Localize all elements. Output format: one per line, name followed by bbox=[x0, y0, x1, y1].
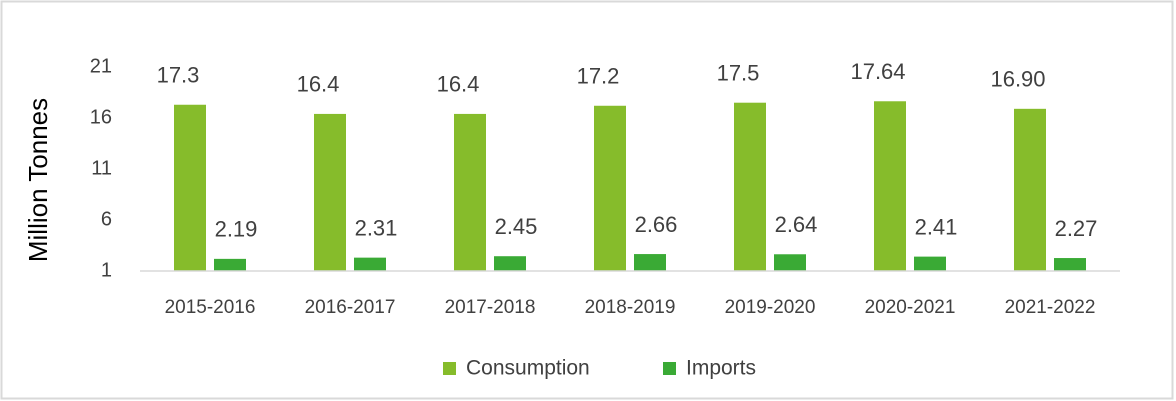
bar bbox=[874, 101, 906, 271]
data-label: 17.5 bbox=[717, 61, 760, 86]
data-label: 16.90 bbox=[990, 67, 1045, 92]
data-label: 2.41 bbox=[915, 214, 958, 239]
bar bbox=[354, 257, 386, 271]
data-label: 2.31 bbox=[355, 215, 398, 240]
bar bbox=[454, 113, 486, 271]
bar bbox=[1054, 258, 1086, 271]
bar bbox=[494, 256, 526, 271]
y-tick-label: 6 bbox=[101, 208, 112, 230]
x-tick-label: 2019-2020 bbox=[725, 297, 816, 318]
x-tick-label: 2020-2021 bbox=[865, 297, 956, 318]
data-label: 17.64 bbox=[850, 59, 905, 84]
data-label: 17.2 bbox=[577, 64, 620, 89]
bar bbox=[774, 254, 806, 271]
x-tick-label: 2018-2019 bbox=[585, 297, 676, 318]
x-tick-label: 2017-2018 bbox=[445, 297, 536, 318]
bar bbox=[914, 256, 946, 271]
data-label: 2.19 bbox=[215, 217, 258, 242]
y-axis-label: Million Tonnes bbox=[23, 98, 53, 262]
legend-swatch bbox=[443, 362, 456, 375]
x-tick-label: 2021-2022 bbox=[1005, 297, 1096, 318]
bar bbox=[214, 258, 246, 271]
bar bbox=[734, 102, 766, 271]
data-label: 2.66 bbox=[635, 212, 678, 237]
legend-swatch bbox=[663, 362, 676, 375]
bar bbox=[634, 254, 666, 271]
data-label: 2.45 bbox=[495, 214, 538, 239]
data-label: 17.3 bbox=[157, 63, 200, 88]
bar bbox=[594, 105, 626, 271]
x-tick-label: 2016-2017 bbox=[305, 297, 396, 318]
bar bbox=[1014, 108, 1046, 271]
legend-label: Imports bbox=[686, 357, 756, 380]
data-label: 2.27 bbox=[1055, 216, 1098, 241]
y-tick-label: 21 bbox=[90, 55, 112, 77]
y-tick-label: 16 bbox=[90, 106, 112, 128]
bar bbox=[174, 104, 206, 272]
data-label: 16.4 bbox=[297, 72, 340, 97]
bar bbox=[314, 113, 346, 271]
legend-label: Consumption bbox=[466, 357, 590, 380]
x-tick-label: 2015-2016 bbox=[165, 297, 256, 318]
y-tick-label: 1 bbox=[101, 259, 112, 281]
data-label: 16.4 bbox=[437, 72, 480, 97]
y-tick-label: 11 bbox=[91, 157, 112, 179]
data-label: 2.64 bbox=[775, 212, 818, 237]
